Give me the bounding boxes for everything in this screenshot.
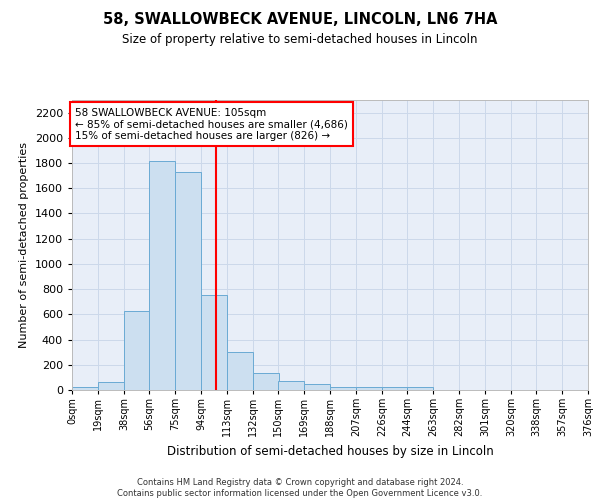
Bar <box>72 388 98 390</box>
Bar <box>175 172 201 390</box>
Text: Size of property relative to semi-detached houses in Lincoln: Size of property relative to semi-detach… <box>122 32 478 46</box>
Bar <box>407 388 433 390</box>
Bar <box>253 373 279 390</box>
Bar <box>382 388 408 390</box>
Text: 58 SWALLOWBECK AVENUE: 105sqm
← 85% of semi-detached houses are smaller (4,686)
: 58 SWALLOWBECK AVENUE: 105sqm ← 85% of s… <box>75 108 347 141</box>
Y-axis label: Number of semi-detached properties: Number of semi-detached properties <box>19 142 29 348</box>
Bar <box>227 352 253 390</box>
Bar <box>356 388 382 390</box>
Text: Contains HM Land Registry data © Crown copyright and database right 2024.
Contai: Contains HM Land Registry data © Crown c… <box>118 478 482 498</box>
Bar <box>149 160 175 390</box>
X-axis label: Distribution of semi-detached houses by size in Lincoln: Distribution of semi-detached houses by … <box>167 444 493 458</box>
Bar <box>278 381 304 390</box>
Bar <box>304 384 330 390</box>
Bar <box>201 296 227 390</box>
Bar <box>98 382 124 390</box>
Text: 58, SWALLOWBECK AVENUE, LINCOLN, LN6 7HA: 58, SWALLOWBECK AVENUE, LINCOLN, LN6 7HA <box>103 12 497 28</box>
Bar <box>330 388 356 390</box>
Bar <box>124 311 150 390</box>
